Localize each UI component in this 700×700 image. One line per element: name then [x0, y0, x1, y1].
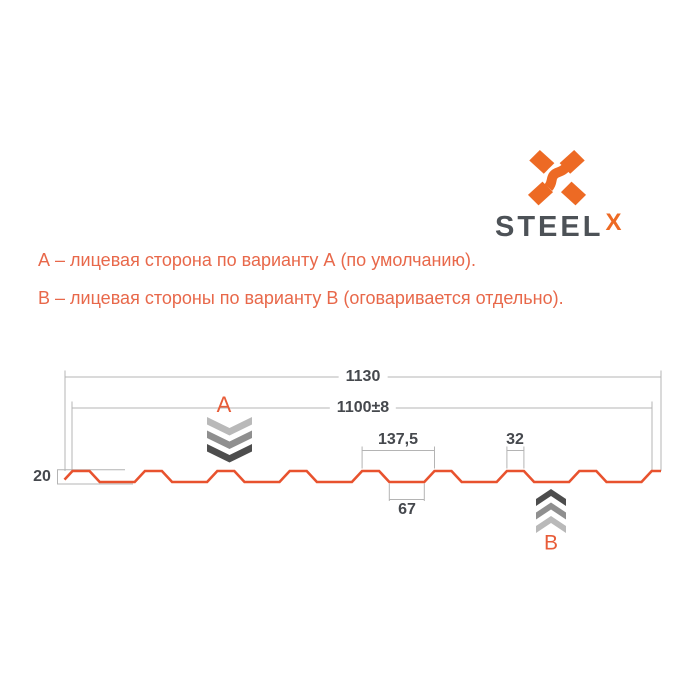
marker-b-chevrons-up-icon: [536, 489, 566, 533]
logo-arm-bottom-right: [560, 181, 587, 206]
logo-arm-bottom-left: [527, 181, 554, 206]
steelx-logo-icon: [527, 149, 587, 206]
logo-arm-top-left: [529, 149, 555, 174]
profile-sheet-outline: [63, 469, 661, 484]
dim-32-lines: [506, 446, 525, 469]
chevron-up-light: [536, 516, 566, 533]
dim-label-rib-pitch: 137,5: [377, 431, 419, 448]
marker-b-label: B: [543, 531, 559, 555]
chevron-down-mid: [207, 430, 252, 449]
logo-brand-x: X: [605, 209, 622, 236]
dim-label-working-width: 1100±8: [329, 399, 397, 417]
dim-label-total-width: 1130: [338, 368, 388, 386]
dim-137-lines: [361, 446, 435, 469]
dim-label-rib-bottom: 67: [398, 501, 416, 518]
note-variant-b: В – лицевая стороны по варианту В (огова…: [38, 288, 564, 308]
logo-s-twist: [544, 164, 570, 191]
chevron-down-dark: [207, 444, 252, 463]
logo-wordmark: STEELX: [495, 209, 622, 244]
dim-label-rib-top: 32: [506, 431, 524, 448]
chevron-down-light: [207, 417, 252, 436]
chevron-up-dark: [536, 489, 566, 506]
dim-label-height: 20: [33, 468, 51, 485]
dim-67-lines: [388, 483, 425, 501]
dim-20-lines: [57, 469, 133, 485]
logo-arm-top-right: [559, 149, 585, 174]
marker-a-label: A: [216, 392, 232, 417]
marker-a-chevrons-down-icon: [207, 417, 252, 463]
note-variant-a: А – лицевая сторона по варианту А (по ум…: [38, 250, 476, 270]
chevron-up-mid: [536, 502, 566, 520]
logo-brand-text: STEEL: [495, 211, 604, 243]
